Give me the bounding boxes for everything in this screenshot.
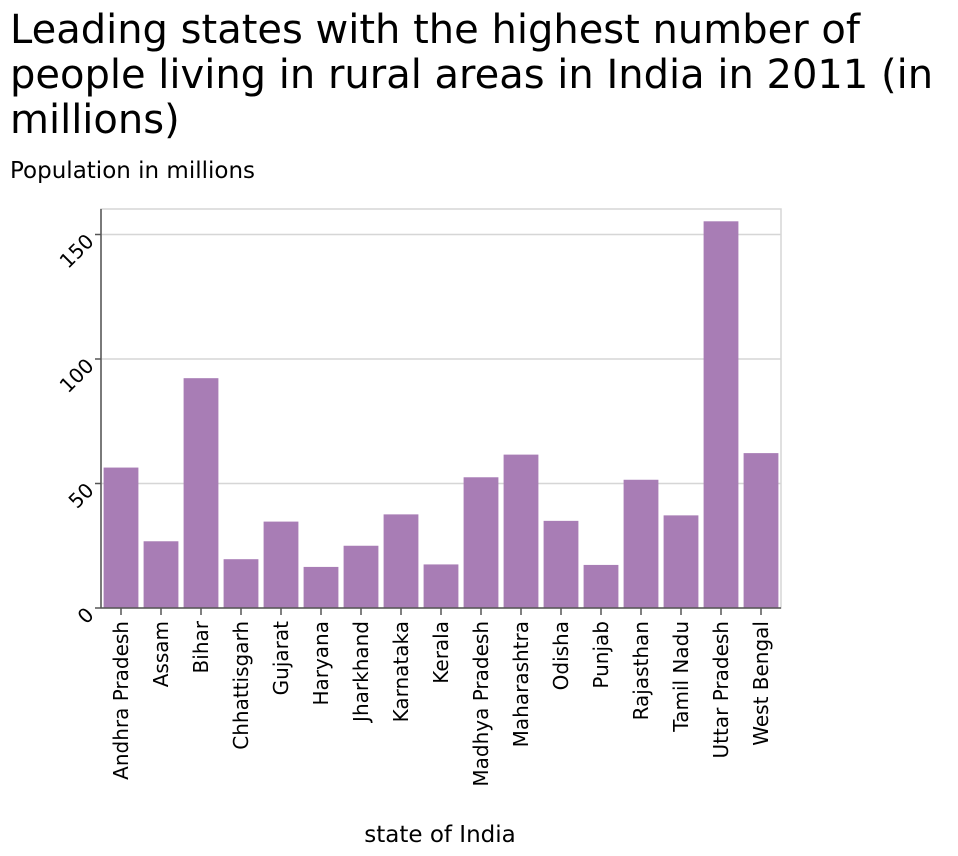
x-tick-label: Tamil Nadu (669, 621, 693, 733)
x-tick-label: Maharashtra (509, 621, 533, 747)
x-tick-label: Chhattisgarh (229, 621, 253, 750)
bar (223, 559, 259, 608)
bar (423, 564, 459, 608)
bar (143, 541, 179, 608)
x-tick-label: Punjab (589, 621, 613, 689)
bar (703, 221, 739, 609)
axes (95, 209, 781, 615)
x-tick-label: Karnataka (389, 621, 413, 722)
bar (503, 454, 539, 608)
bar (383, 514, 419, 608)
bar (103, 467, 139, 608)
x-axis-label: state of India (364, 822, 516, 848)
y-tick-label: 50 (64, 478, 99, 513)
y-tick-label: 150 (55, 229, 99, 273)
bar (343, 545, 379, 608)
bar (663, 515, 699, 608)
x-tick-label: Haryana (309, 621, 333, 706)
x-tick-label: Andhra Pradesh (109, 621, 133, 780)
x-tick-label: West Bengal (749, 621, 773, 746)
chart-subtitle: Population in millions (10, 158, 256, 184)
x-tick-label: Uttar Pradesh (709, 621, 733, 758)
y-tick-label: 0 (73, 603, 99, 629)
bar (543, 520, 579, 608)
x-tick-label: Kerala (429, 621, 453, 684)
chart-title: Leading states with the highest number o… (10, 7, 934, 143)
bar (583, 564, 619, 608)
y-tick-label: 100 (55, 354, 99, 398)
x-tick-label: Madhya Pradesh (469, 621, 493, 787)
x-tick-label: Odisha (549, 621, 573, 690)
x-tick-label: Rajasthan (629, 621, 653, 720)
bar (183, 378, 219, 608)
bar (263, 521, 299, 608)
x-tick-label: Bihar (189, 620, 213, 673)
bar (303, 566, 339, 608)
x-tick-labels: Andhra Pradesh Assam Bihar Chhattisgarh Guja… (109, 620, 773, 786)
bars (103, 221, 779, 609)
bar (623, 479, 659, 608)
x-tick-label: Gujarat (269, 621, 293, 695)
y-tick-labels: 0 50 100 150 (55, 229, 99, 628)
bar (743, 453, 779, 608)
x-tick-label: Assam (149, 621, 173, 687)
x-tick-label: Jharkhand (349, 621, 373, 724)
bar (463, 477, 499, 608)
